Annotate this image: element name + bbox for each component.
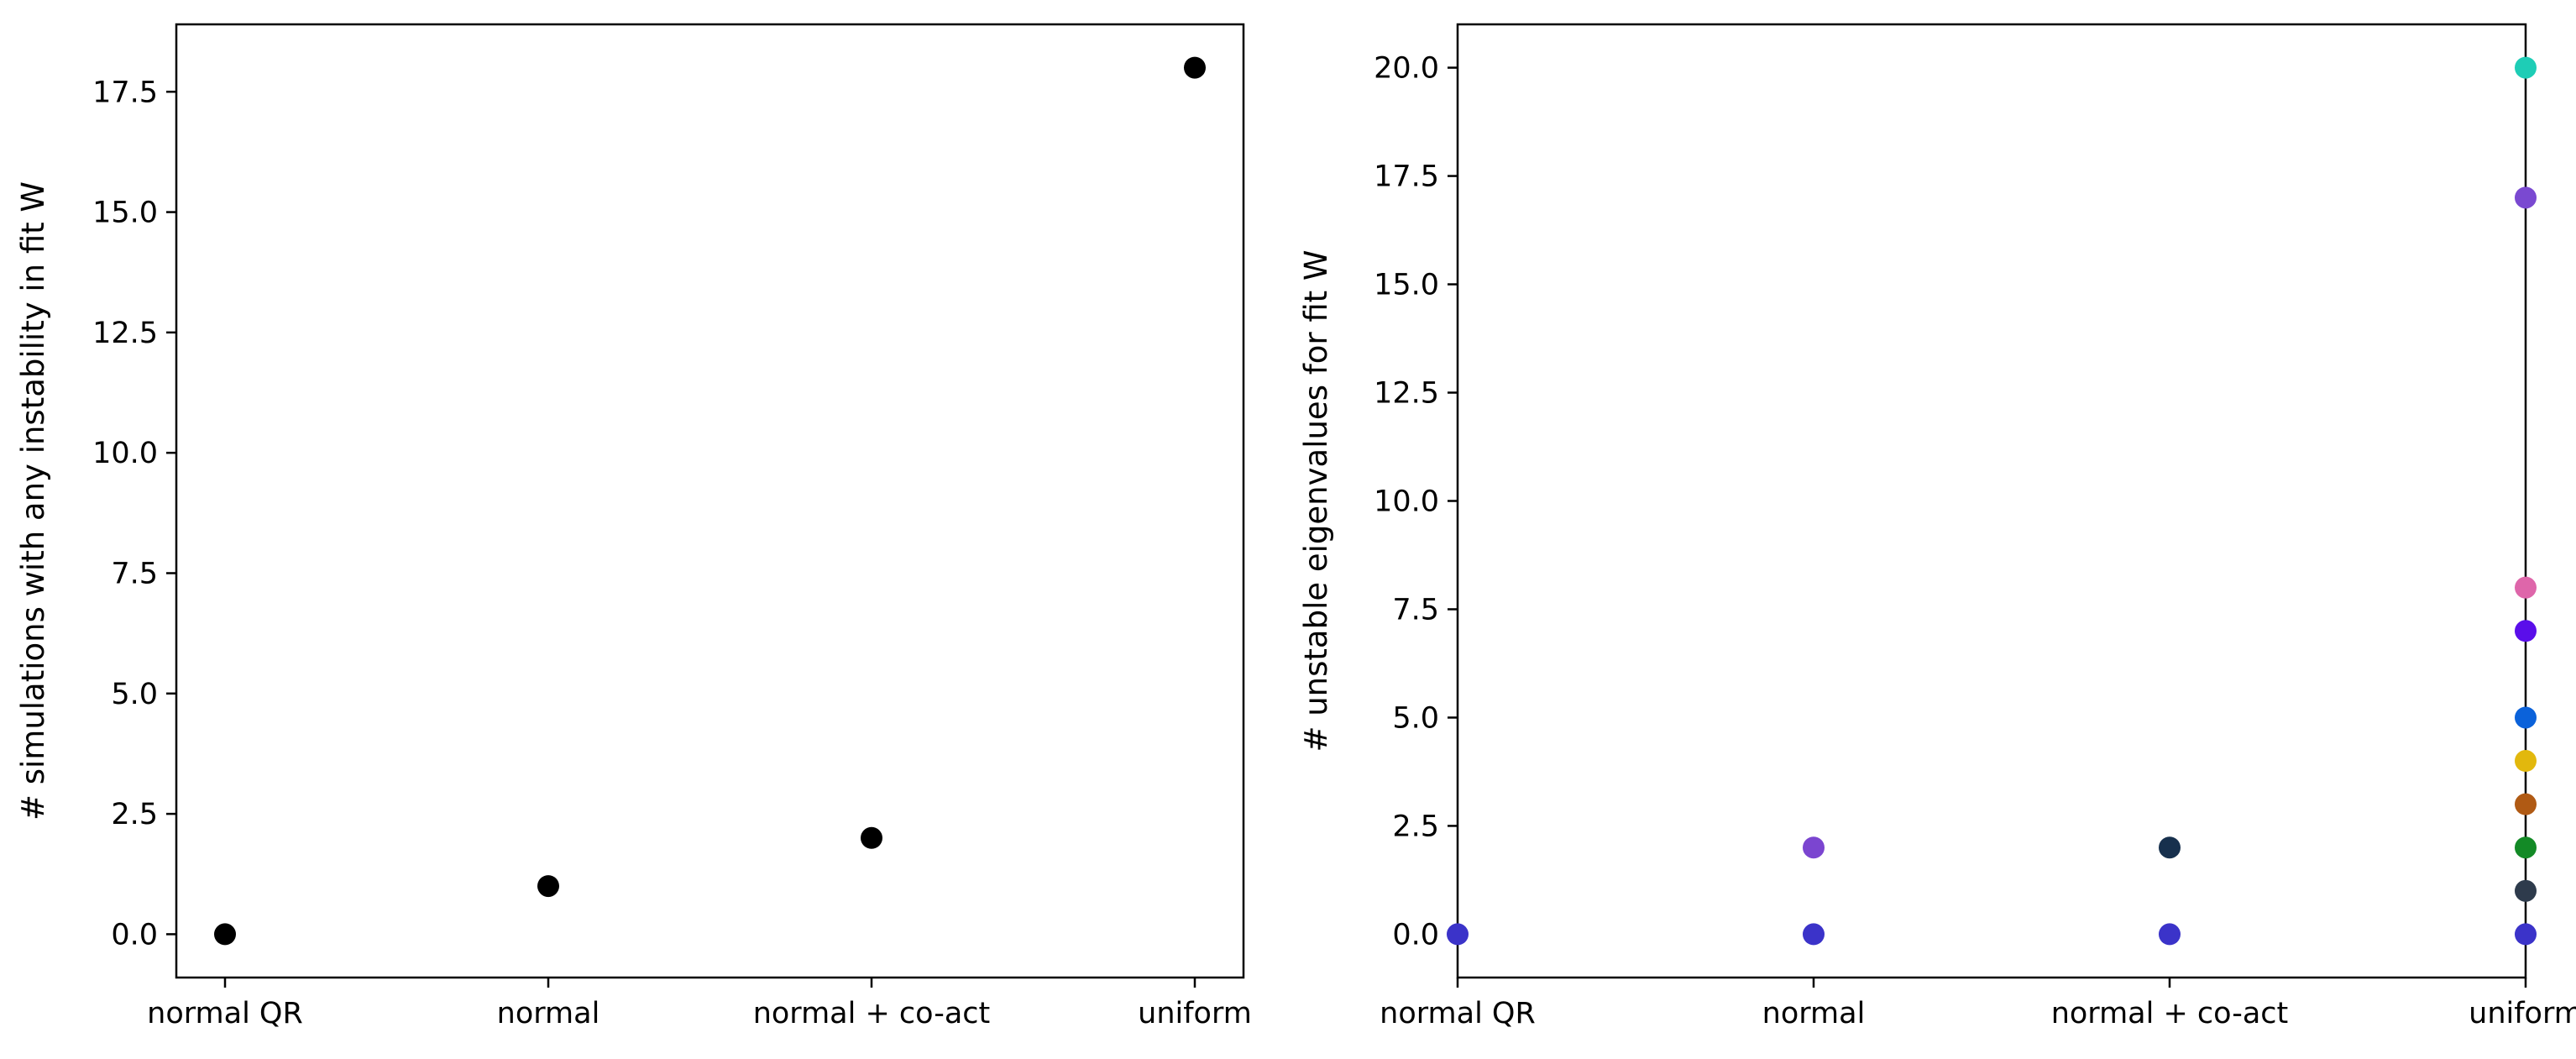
x-tick-label: normal (1762, 997, 1866, 1030)
x-tick-label: normal + co-act (753, 997, 991, 1030)
x-tick-label: normal (497, 997, 600, 1030)
y-tick-label: 7.5 (111, 557, 158, 590)
x-tick-label: normal + co-act (2051, 997, 2289, 1030)
y-tick-label: 5.0 (1392, 701, 1439, 735)
data-point (2515, 186, 2537, 209)
y-tick-label: 10.0 (92, 437, 158, 470)
x-tick-label: uniform (1138, 997, 1252, 1030)
y-tick-label: 0.0 (111, 918, 158, 952)
data-point (2515, 576, 2537, 599)
data-point (537, 875, 559, 898)
y-tick-label: 10.0 (1374, 485, 1439, 519)
data-point (2515, 879, 2537, 902)
data-point (2159, 923, 2181, 946)
y-tick-label: 2.5 (111, 798, 158, 831)
y-tick-label: 15.0 (1374, 269, 1439, 302)
x-tick-label: normal QR (147, 997, 303, 1030)
data-point (2515, 923, 2537, 946)
y-tick-label: 7.5 (1392, 593, 1439, 626)
data-point (2515, 620, 2537, 642)
data-point (2159, 836, 2181, 859)
y-tick-label: 17.5 (1374, 160, 1439, 194)
data-point (1184, 56, 1206, 79)
data-point (1447, 923, 1469, 946)
left-scatter-panel: 0.0 2.5 5.0 7.5 10.0 12.5 15.0 17.5 normal QR nor… (15, 23, 1252, 1030)
data-point (861, 826, 882, 849)
y-tick-label: 12.5 (92, 317, 158, 350)
data-point (2515, 793, 2537, 815)
data-point (2515, 836, 2537, 859)
y-tick-label: 12.5 (1374, 377, 1439, 411)
data-point (214, 923, 236, 946)
x-tick-label: normal QR (1380, 997, 1536, 1030)
x-tick-label: uniform (2469, 997, 2576, 1030)
right-scatter-panel: 0.0 2.5 5.0 7.5 10.0 12.5 15.0 17.5 20.0 normal Q… (1298, 23, 2576, 1030)
y-tick-label: 0.0 (1392, 918, 1439, 952)
y-tick-label: 15.0 (92, 197, 158, 230)
data-point (1803, 836, 1825, 859)
data-point (2515, 56, 2537, 79)
plot-area-frame (175, 23, 1245, 979)
data-point (1803, 923, 1825, 946)
y-axis-label: # simulations with any instability in fi… (15, 181, 51, 820)
y-tick-label: 20.0 (1374, 52, 1439, 86)
data-point (2515, 750, 2537, 773)
y-tick-label: 17.5 (92, 76, 158, 109)
y-tick-label: 5.0 (111, 678, 158, 711)
data-point (2515, 706, 2537, 729)
y-axis-label: # unstable eigenvalues for fit W (1298, 249, 1334, 752)
y-tick-label: 2.5 (1392, 810, 1439, 843)
